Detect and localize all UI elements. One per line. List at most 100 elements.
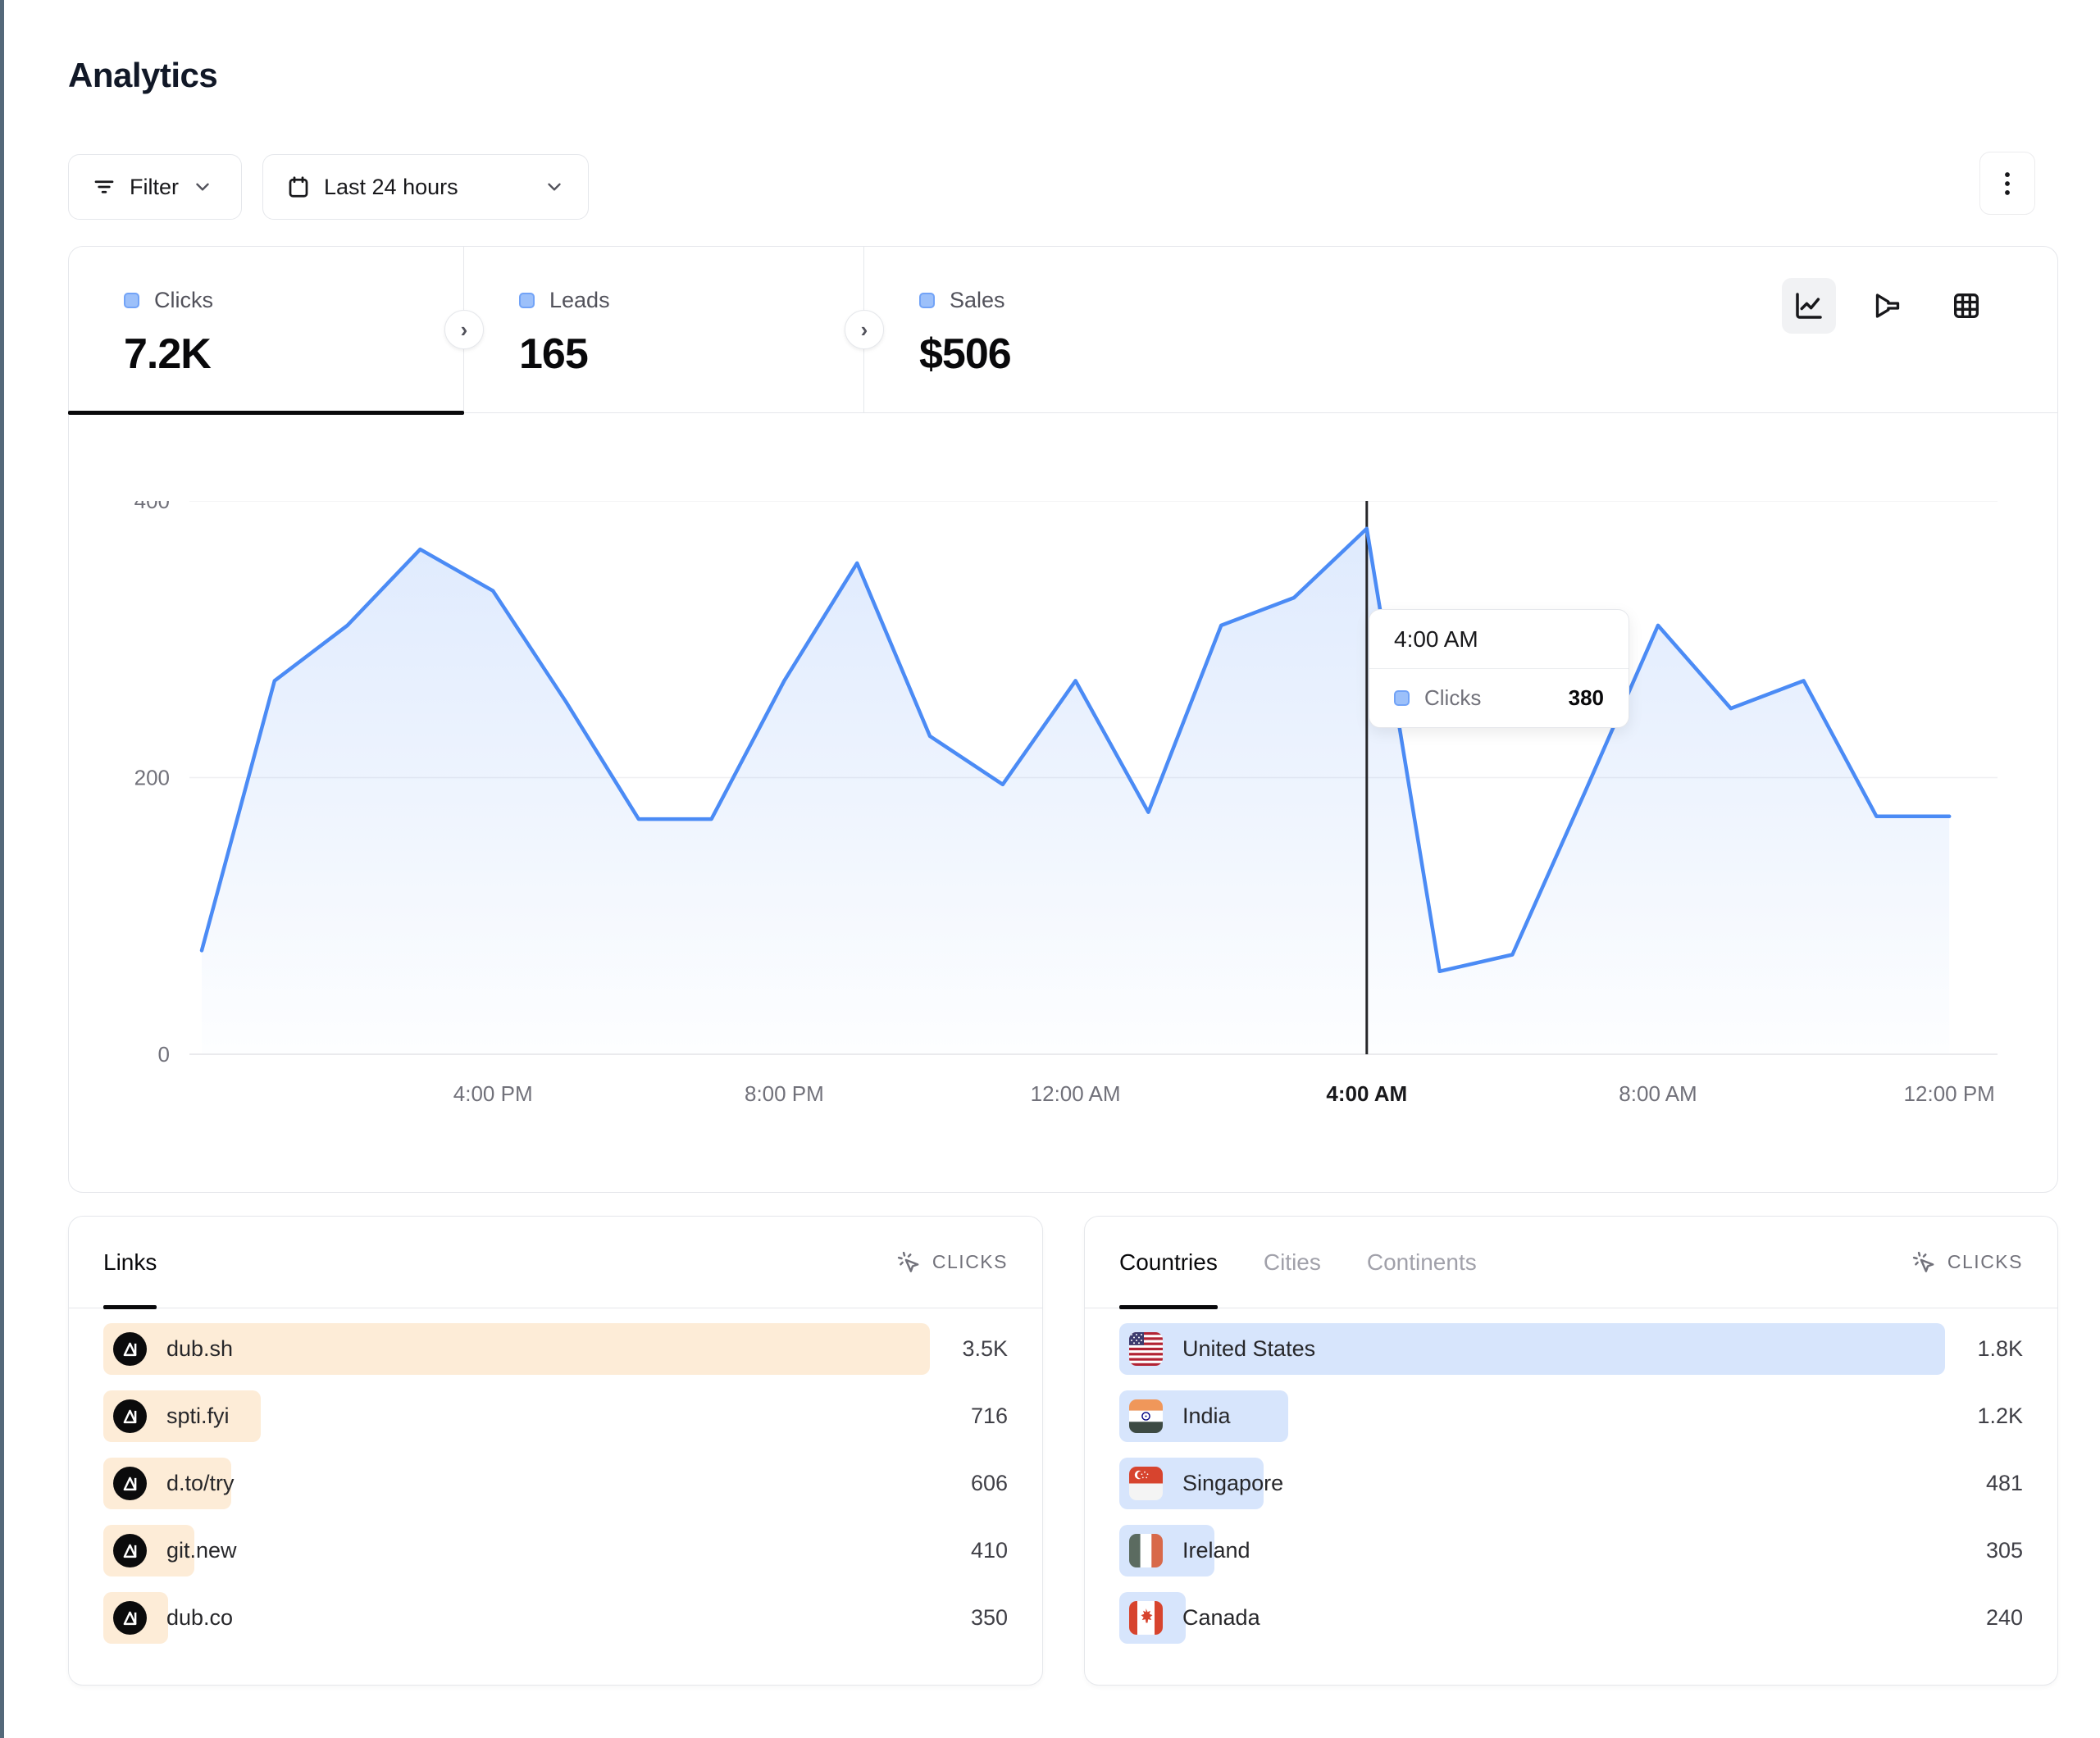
date-range-label: Last 24 hours: [324, 174, 458, 199]
link-label: dub.co: [166, 1605, 234, 1630]
clicks-tab-label: Clicks: [154, 288, 213, 312]
funnel-chart-icon: [1871, 289, 1904, 322]
chevron-down-icon: [544, 176, 565, 198]
chart-type-switcher: [1782, 278, 1993, 334]
cursor-click-icon: [1911, 1250, 1936, 1275]
country-clicks-value: 305: [1985, 1538, 2023, 1563]
leads-legend-icon: [519, 293, 535, 308]
country-label: Ireland: [1182, 1538, 1250, 1563]
tab-links[interactable]: Links: [103, 1217, 157, 1309]
svg-text:0: 0: [158, 1042, 170, 1067]
svg-text:12:00 AM: 12:00 AM: [1031, 1081, 1121, 1106]
country-clicks-value: 481: [1985, 1471, 2023, 1495]
kebab-icon: [1995, 170, 2020, 198]
link-clicks-value: 3.5K: [962, 1336, 1008, 1361]
active-tab-indicator: [67, 411, 464, 415]
country-label: Singapore: [1182, 1471, 1284, 1495]
link-row-git-new[interactable]: git.new 410: [103, 1525, 1008, 1576]
chevron-down-icon: [192, 176, 213, 198]
tooltip-time: 4:00 AM: [1369, 610, 1629, 669]
svg-text:200: 200: [134, 766, 170, 790]
tooltip-legend-icon: [1394, 689, 1410, 706]
link-clicks-value: 410: [970, 1538, 1008, 1563]
leads-tab-value: 165: [519, 330, 589, 378]
tab-clicks[interactable]: Clicks 7.2K: [67, 247, 464, 415]
us-flag-icon: [1129, 1332, 1163, 1366]
chart-tooltip: 4:00 AM Clicks 380: [1369, 609, 1629, 728]
clicks-chart-svg: 0 200 400 4:00 PM 8:00 PM 12:00 AM 4:00 AM 8:…: [134, 489, 1998, 1106]
svg-text:8:00 AM: 8:00 AM: [1619, 1081, 1697, 1106]
dub-logo-icon: [113, 1467, 147, 1500]
more-menu-button[interactable]: [1979, 152, 2035, 215]
link-label: spti.fyi: [166, 1404, 230, 1428]
country-row-canada[interactable]: Canada 240: [1119, 1592, 2023, 1644]
link-label: dub.sh: [166, 1336, 234, 1361]
ireland-flag-icon: [1129, 1534, 1163, 1567]
dub-logo-icon: [113, 1601, 147, 1635]
clicks-area-chart[interactable]: 0 200 400 4:00 PM 8:00 PM 12:00 AM 4:00 AM 8:…: [116, 489, 1998, 1124]
svg-text:12:00 PM: 12:00 PM: [1904, 1081, 1995, 1106]
link-clicks-value: 606: [970, 1471, 1008, 1495]
country-row-ireland[interactable]: Ireland 305: [1119, 1525, 2023, 1576]
country-row-india[interactable]: India 1.2K: [1119, 1390, 2023, 1442]
stat-tabs-row: Clicks 7.2K Leads 165 Sales $506: [67, 247, 2057, 415]
dub-logo-icon: [113, 1534, 147, 1567]
clicks-tab-value: 7.2K: [124, 330, 212, 378]
tab-continents[interactable]: Continents: [1366, 1249, 1477, 1275]
svg-text:4:00 PM: 4:00 PM: [453, 1081, 533, 1106]
country-clicks-value: 1.8K: [1977, 1336, 2023, 1361]
countries-metric-label: CLICKS: [1947, 1251, 2023, 1272]
tab-sales[interactable]: Sales $506: [864, 247, 1323, 412]
country-row-singapore[interactable]: Singapore 481: [1119, 1458, 2023, 1509]
country-clicks-value: 1.2K: [1977, 1404, 2023, 1428]
country-label: Canada: [1182, 1605, 1260, 1630]
svg-text:8:00 PM: 8:00 PM: [745, 1081, 824, 1106]
date-range-button[interactable]: Last 24 hours: [262, 154, 589, 220]
cursor-click-icon: [896, 1250, 921, 1275]
india-flag-icon: [1129, 1399, 1163, 1433]
country-clicks-value: 240: [1985, 1605, 2023, 1630]
window-edge-strip: [0, 0, 4, 1738]
svg-text:400: 400: [134, 501, 170, 513]
expand-leads-sales-button[interactable]: ›: [845, 310, 884, 349]
line-chart-icon: [1792, 289, 1826, 323]
calendar-icon: [286, 175, 311, 199]
filter-lines-icon: [92, 175, 116, 199]
sales-tab-value: $506: [919, 330, 1012, 378]
tab-leads[interactable]: Leads 165: [464, 247, 864, 412]
country-bar: [1119, 1323, 1945, 1375]
dub-logo-icon: [113, 1399, 147, 1433]
sales-tab-label: Sales: [950, 288, 1005, 312]
clicks-legend-icon: [124, 293, 139, 308]
links-metric-sort-button[interactable]: CLICKS: [896, 1250, 1008, 1275]
link-row-dub-sh[interactable]: dub.sh 3.5K: [103, 1323, 1008, 1375]
funnel-chart-toggle[interactable]: [1861, 278, 1915, 334]
page-title: Analytics: [68, 56, 218, 94]
tooltip-value: 380: [1568, 685, 1604, 710]
tooltip-series-label: Clicks: [1424, 685, 1482, 710]
tab-cities[interactable]: Cities: [1263, 1249, 1321, 1275]
link-label: git.new: [166, 1538, 237, 1563]
analytics-chart-card: Clicks 7.2K Leads 165 Sales $506 › ›: [67, 246, 2058, 1193]
link-row-d-to-try[interactable]: d.to/try 606: [103, 1458, 1008, 1509]
svg-text:4:00 AM: 4:00 AM: [1326, 1081, 1407, 1106]
sales-legend-icon: [919, 293, 935, 308]
tab-countries[interactable]: Countries: [1119, 1217, 1218, 1309]
dub-logo-icon: [113, 1332, 147, 1366]
canada-flag-icon: [1129, 1601, 1163, 1635]
filter-button[interactable]: Filter: [68, 154, 242, 220]
countries-metric-sort-button[interactable]: CLICKS: [1911, 1250, 2023, 1275]
link-clicks-value: 350: [970, 1605, 1008, 1630]
country-label: India: [1182, 1404, 1231, 1428]
leads-tab-label: Leads: [549, 288, 610, 312]
table-toggle[interactable]: [1939, 278, 1993, 334]
country-row-united-states[interactable]: United States 1.8K: [1119, 1323, 2023, 1375]
link-row-spti-fyi[interactable]: spti.fyi 716: [103, 1390, 1008, 1442]
table-grid-icon: [1950, 289, 1983, 322]
link-bar: [103, 1323, 930, 1375]
singapore-flag-icon: [1129, 1467, 1163, 1500]
line-chart-toggle[interactable]: [1782, 278, 1836, 334]
expand-clicks-leads-button[interactable]: ›: [444, 310, 484, 349]
link-row-dub-co[interactable]: dub.co 350: [103, 1592, 1008, 1644]
links-rows: dub.sh 3.5K spti.fyi 716 d.to/try 606: [103, 1323, 1008, 1644]
